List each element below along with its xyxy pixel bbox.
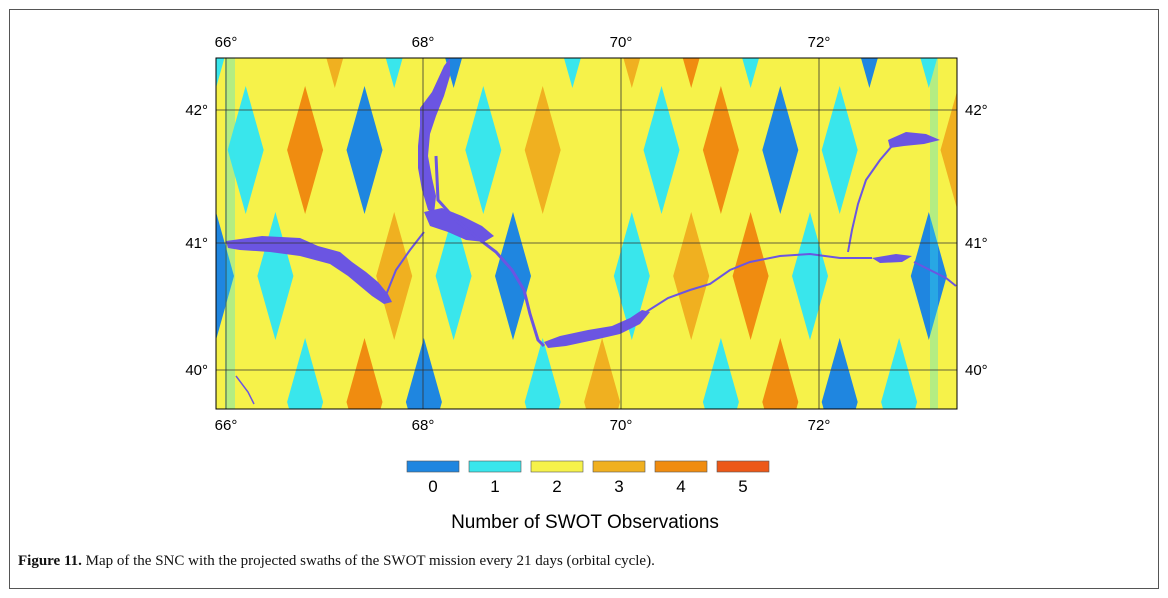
colorbar-label-2: 2 <box>552 477 561 496</box>
swath-diamond <box>613 212 650 340</box>
lon-tick-bottom-72: 72° <box>808 417 831 434</box>
colorbar-swatch-2 <box>530 460 584 473</box>
chardara-reservoir <box>424 208 494 242</box>
colorbar-swatch-1 <box>468 460 522 473</box>
colorbar-label-0: 0 <box>428 477 437 496</box>
colorbar-swatch-4 <box>654 460 708 473</box>
swath-diamond <box>970 212 1006 340</box>
colorbar-swatch-0 <box>406 460 460 473</box>
swath-diamond <box>584 338 621 409</box>
colorbar-label-1: 1 <box>490 477 499 496</box>
swath-diamond <box>287 86 324 214</box>
western-channel <box>383 231 425 301</box>
colorbar-swatch-5 <box>716 460 770 473</box>
swath-diamond <box>216 212 234 340</box>
swath-diamond <box>762 86 799 214</box>
colorbar-label-4: 4 <box>676 477 685 496</box>
colorbar-swatch-3 <box>592 460 646 473</box>
swath-diamond <box>563 58 581 88</box>
swath-diamond <box>643 86 680 214</box>
lon-ticks-top: 66° 68° 70° 72° <box>215 34 831 51</box>
swath-diamond <box>762 338 799 409</box>
lon-tick-bottom-68: 68° <box>412 417 435 434</box>
lat-tick-right-41: 41° <box>965 235 988 252</box>
map-border <box>215 57 958 410</box>
swath-diamond <box>227 86 264 214</box>
swath-diamond <box>524 86 561 214</box>
lat-ticks-left: 42° 41° 40° <box>185 102 208 379</box>
eastern-channel <box>913 261 957 287</box>
swath-diamond <box>139 0 175 88</box>
swath-band <box>225 58 235 409</box>
swath-diamond <box>742 58 760 88</box>
swath-diamond <box>673 212 710 340</box>
lat-tick-left-41: 41° <box>185 235 208 252</box>
lon-tick-bottom-66: 66° <box>215 417 238 434</box>
lat-tick-left-40: 40° <box>185 362 208 379</box>
naryn-reservoir <box>872 254 912 263</box>
lat-tick-left-42: 42° <box>185 102 208 119</box>
swath-diamond <box>346 86 383 214</box>
graticule <box>216 58 957 409</box>
swath-diamond <box>495 212 531 340</box>
figure-label: Figure 11. <box>18 553 82 569</box>
swath-diamond <box>139 212 175 340</box>
swath-diamond <box>216 58 225 88</box>
swath-diamond <box>287 338 324 409</box>
toktogul-reservoir <box>544 310 650 348</box>
swath-diamond <box>940 91 957 209</box>
lon-tick-top-68: 68° <box>412 34 435 51</box>
naryn-river <box>645 252 872 313</box>
lon-tick-bottom-70: 70° <box>610 417 633 434</box>
swath-coverage-layer <box>139 0 1006 466</box>
southern-channel <box>235 375 255 405</box>
lat-ticks-right: 42° 41° 40° <box>965 102 988 379</box>
lat-tick-right-40: 40° <box>965 362 988 379</box>
swath-diamond <box>524 338 561 409</box>
swath-diamond <box>732 212 769 340</box>
swath-diamond <box>970 0 1006 88</box>
swath-diamond <box>702 338 739 409</box>
colorbar-label-5: 5 <box>738 477 747 496</box>
lon-tick-top-70: 70° <box>610 34 633 51</box>
lon-ticks-bottom: 66° 68° 70° 72° <box>215 417 831 434</box>
upper-tributary <box>847 145 893 253</box>
swath-diamond <box>702 86 739 214</box>
swath-diamond <box>623 58 641 88</box>
colorbar-legend: 0 1 2 3 4 5 <box>406 460 770 496</box>
swath-diamond <box>682 58 700 88</box>
swath-diamond <box>326 58 344 88</box>
swath-diamond <box>168 338 204 466</box>
syr-darya-upper-channel <box>418 58 450 214</box>
swath-diamond <box>821 338 858 409</box>
caption-text: Map of the SNC with the projected swaths… <box>81 553 655 569</box>
andijan-reservoir <box>888 132 940 148</box>
figure-caption: Figure 11. Map of the SNC with the proje… <box>18 553 655 570</box>
swath-diamond <box>435 212 472 340</box>
swath-diamond <box>860 58 878 88</box>
swath-diamond <box>346 338 383 409</box>
lon-tick-top-72: 72° <box>808 34 831 51</box>
swath-diamond <box>405 338 442 409</box>
lon-tick-top-66: 66° <box>215 34 238 51</box>
water-bodies <box>226 58 957 405</box>
colorbar-title: Number of SWOT Observations <box>451 512 719 533</box>
syr-darya-river <box>434 155 546 348</box>
swath-band <box>930 58 938 409</box>
lat-tick-right-42: 42° <box>965 102 988 119</box>
swath-diamond <box>881 338 918 409</box>
colorbar-label-3: 3 <box>614 477 623 496</box>
swath-diamond <box>465 86 502 214</box>
swath-diamond <box>385 58 403 88</box>
swath-diamond <box>920 58 938 88</box>
swath-diamond <box>821 86 858 214</box>
swath-diamond <box>910 212 947 340</box>
